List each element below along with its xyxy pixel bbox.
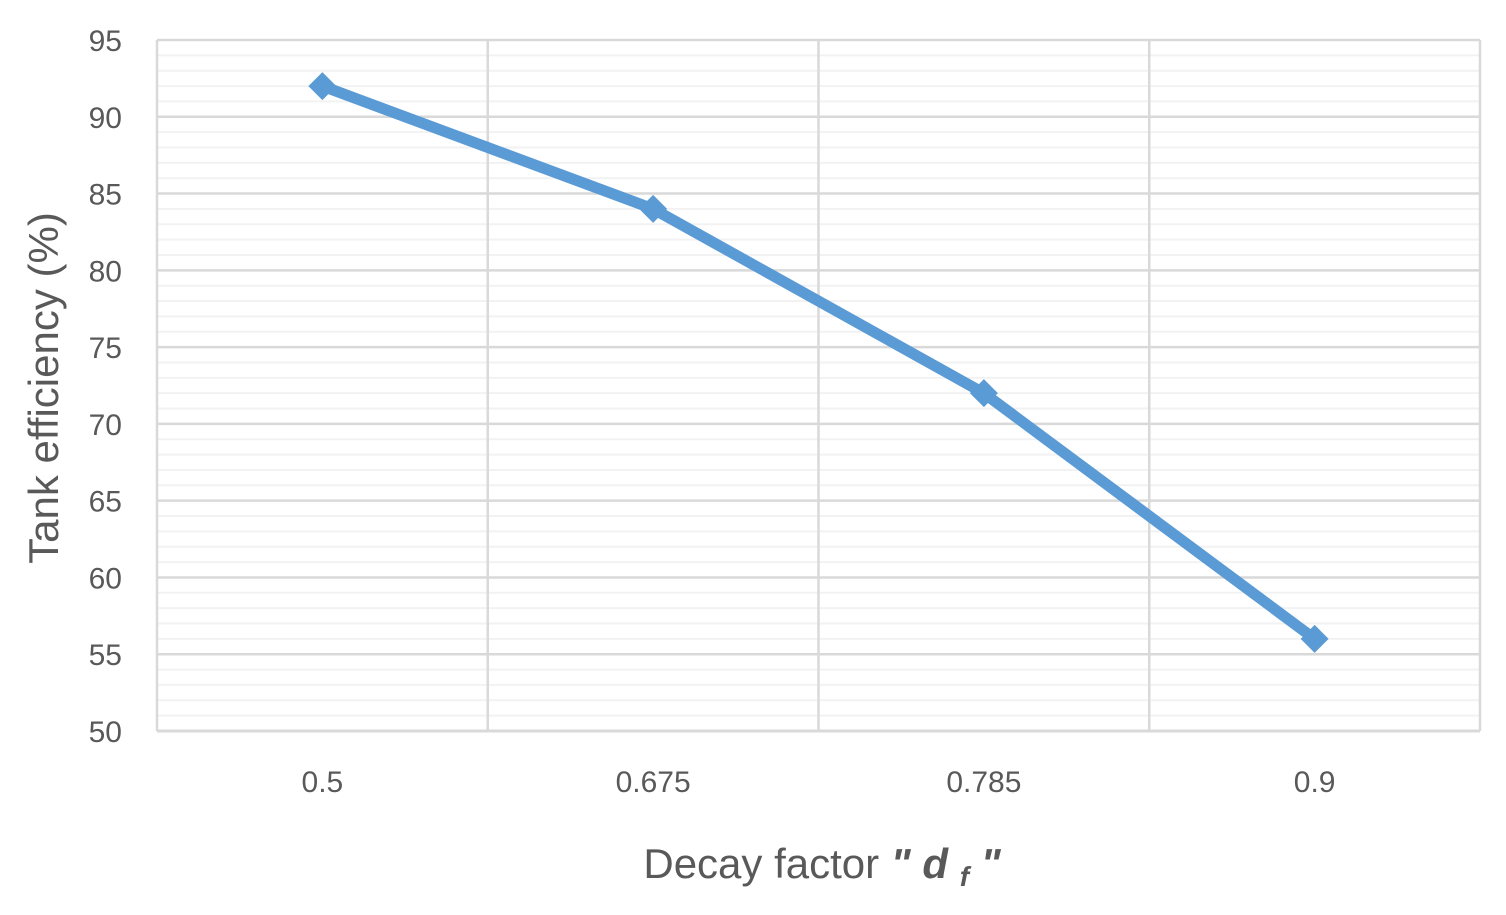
y-tick-label: 85 <box>89 179 122 212</box>
y-tick-label: 90 <box>89 102 122 135</box>
x-tick-label: 0.675 <box>616 766 691 799</box>
y-tick-label: 65 <box>89 486 122 519</box>
y-tick-label: 95 <box>89 25 122 58</box>
x-tick-label: 0.785 <box>946 766 1021 799</box>
y-tick-label: 80 <box>89 255 122 288</box>
x-axis-title-text: Decay factor <box>643 840 890 887</box>
x-axis-title-quote-close: " <box>981 840 1002 887</box>
y-tick-label: 55 <box>89 639 122 672</box>
x-axis-ticks: 0.5 0.675 0.785 0.9 <box>302 766 1336 799</box>
y-tick-label: 50 <box>89 716 122 749</box>
data-point-marker <box>639 194 668 223</box>
data-point-marker <box>308 72 337 101</box>
y-axis-title: Tank efficiency (%) <box>20 212 67 564</box>
series-layer <box>308 72 1329 653</box>
y-tick-label: 70 <box>89 409 122 442</box>
series-line <box>316 80 1321 645</box>
x-tick-label: 0.9 <box>1294 766 1336 799</box>
x-axis-title: Decay factor " d f " <box>643 840 1001 895</box>
data-point-marker <box>1300 624 1329 653</box>
y-tick-label: 75 <box>89 332 122 365</box>
x-tick-label: 0.5 <box>302 766 344 799</box>
data-point-marker <box>969 379 998 408</box>
major-gridlines <box>155 38 1482 733</box>
y-axis-ticks: 50 55 60 65 70 75 80 85 90 95 <box>89 25 122 749</box>
x-axis-title-quote-open: " <box>891 840 912 887</box>
x-axis-title-variable: d <box>922 840 949 887</box>
y-tick-label: 60 <box>89 562 122 595</box>
x-axis-title-subscript: f <box>960 861 972 892</box>
